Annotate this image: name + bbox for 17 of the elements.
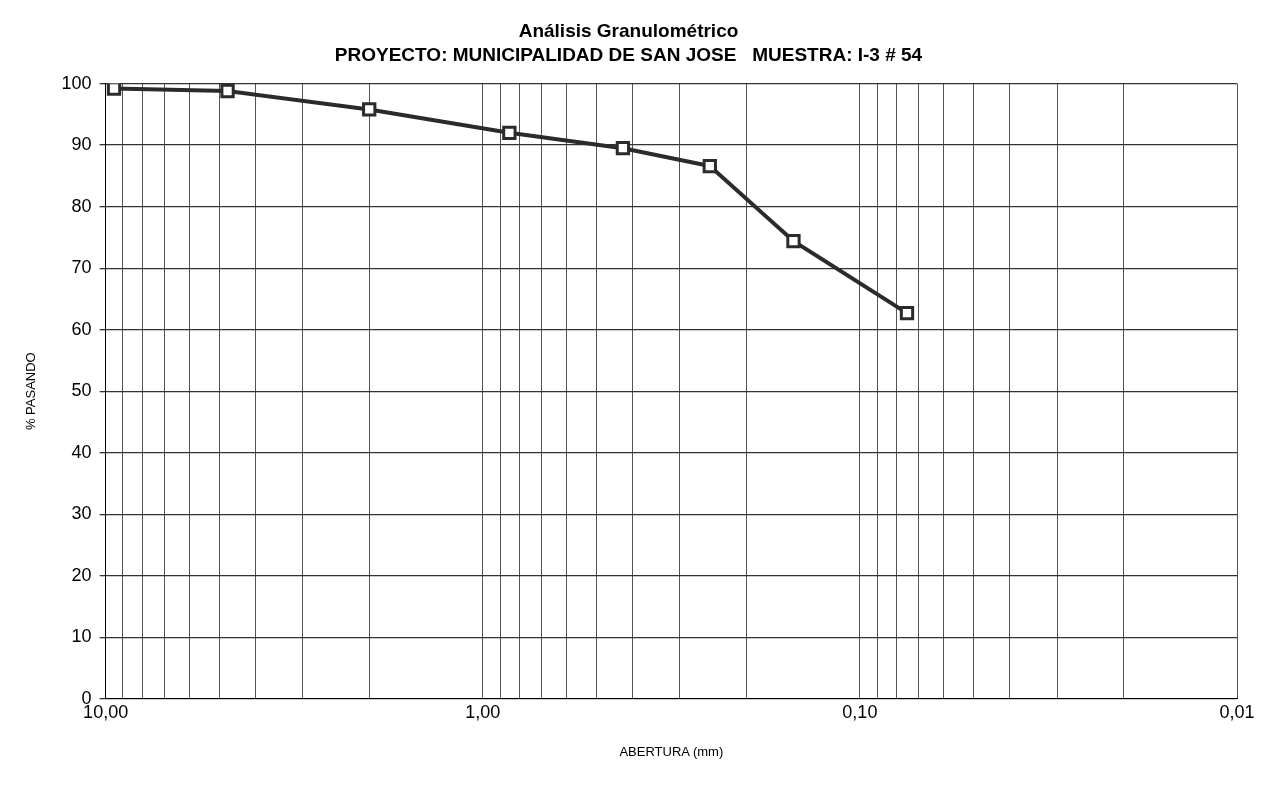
y-tick-label: 50 xyxy=(71,380,92,401)
chart-title: Análisis Granulométrico xyxy=(518,19,739,41)
y-tick-label: 60 xyxy=(71,318,92,339)
y-tick-label: 100 xyxy=(61,72,92,93)
y-tick-label: 20 xyxy=(71,564,92,585)
x-axis-title: ABERTURA (mm) xyxy=(619,743,724,759)
y-tick-label: 10 xyxy=(71,626,92,647)
x-tick-label: 0,10 xyxy=(842,701,878,722)
y-tick-label: 30 xyxy=(71,503,92,524)
y-tick-label: 80 xyxy=(71,195,92,216)
chart-subtitle: PROYECTO: MUNICIPALIDAD DE SAN JOSE MUESTRA: I-3 # 54 xyxy=(334,44,923,66)
x-tick-label: 1,00 xyxy=(465,701,501,722)
y-tick-label: 40 xyxy=(71,441,92,462)
x-tick-label: 0,01 xyxy=(1219,701,1255,722)
y-axis-title: % PASANDO xyxy=(23,352,39,431)
y-tick-label: 70 xyxy=(71,257,92,278)
y-tick-label: 90 xyxy=(71,134,92,155)
